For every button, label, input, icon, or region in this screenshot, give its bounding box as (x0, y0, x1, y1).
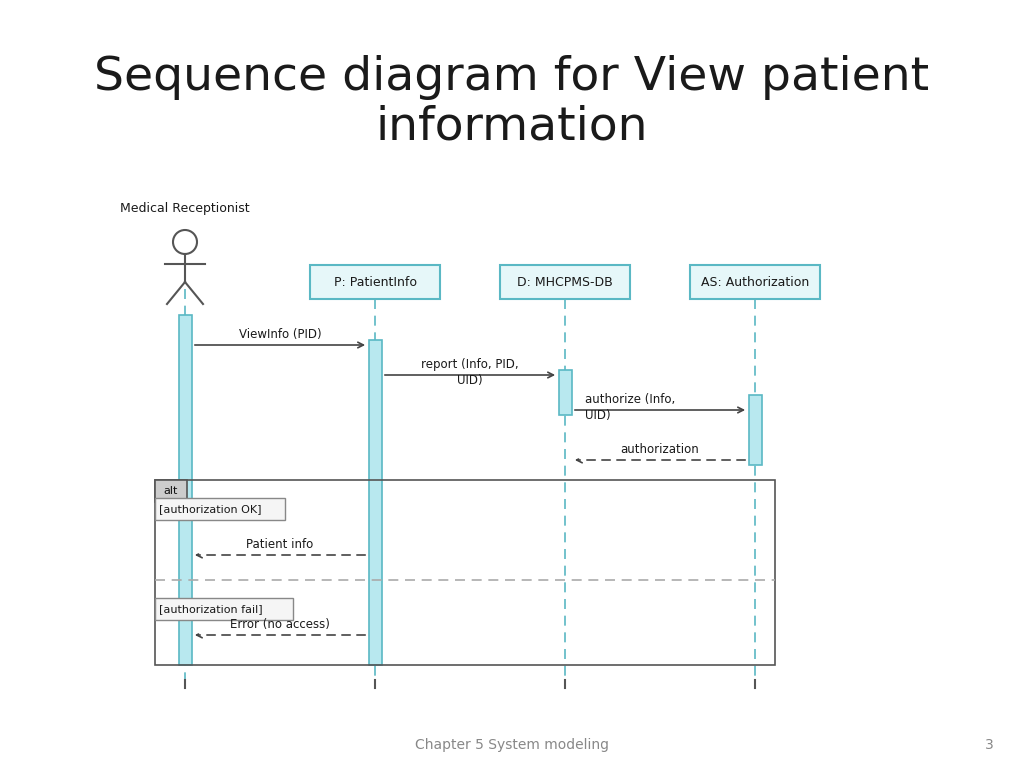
Text: Patient info: Patient info (247, 538, 313, 551)
Bar (749, 395, 762, 465)
Bar (178, 315, 191, 665)
Bar (155, 480, 187, 502)
Text: D: MHCPMS-DB: D: MHCPMS-DB (517, 276, 613, 289)
Bar (558, 370, 571, 415)
Bar (155, 480, 775, 665)
Text: Medical Receptionist: Medical Receptionist (120, 202, 250, 215)
Bar (369, 340, 382, 665)
Text: AS: Authorization: AS: Authorization (700, 276, 809, 289)
Text: ViewInfo (PID): ViewInfo (PID) (239, 328, 322, 341)
Text: [authorization fail]: [authorization fail] (159, 604, 262, 614)
Text: UID): UID) (457, 374, 482, 387)
Bar (500, 265, 630, 299)
Text: Error (no access): Error (no access) (230, 618, 330, 631)
Bar (310, 265, 440, 299)
Bar (155, 498, 285, 520)
Bar (690, 265, 820, 299)
Text: UID): UID) (585, 409, 610, 422)
Text: authorize (Info,: authorize (Info, (585, 393, 675, 406)
Text: information: information (376, 105, 648, 150)
Text: report (Info, PID,: report (Info, PID, (421, 358, 519, 371)
Bar (155, 598, 293, 620)
Text: alt: alt (164, 486, 178, 496)
Text: authorization: authorization (621, 443, 699, 456)
Text: Chapter 5 System modeling: Chapter 5 System modeling (415, 738, 609, 752)
Text: P: PatientInfo: P: PatientInfo (334, 276, 417, 289)
Text: 3: 3 (985, 738, 994, 752)
Text: [authorization OK]: [authorization OK] (159, 504, 261, 514)
Text: Sequence diagram for View patient: Sequence diagram for View patient (94, 55, 930, 100)
